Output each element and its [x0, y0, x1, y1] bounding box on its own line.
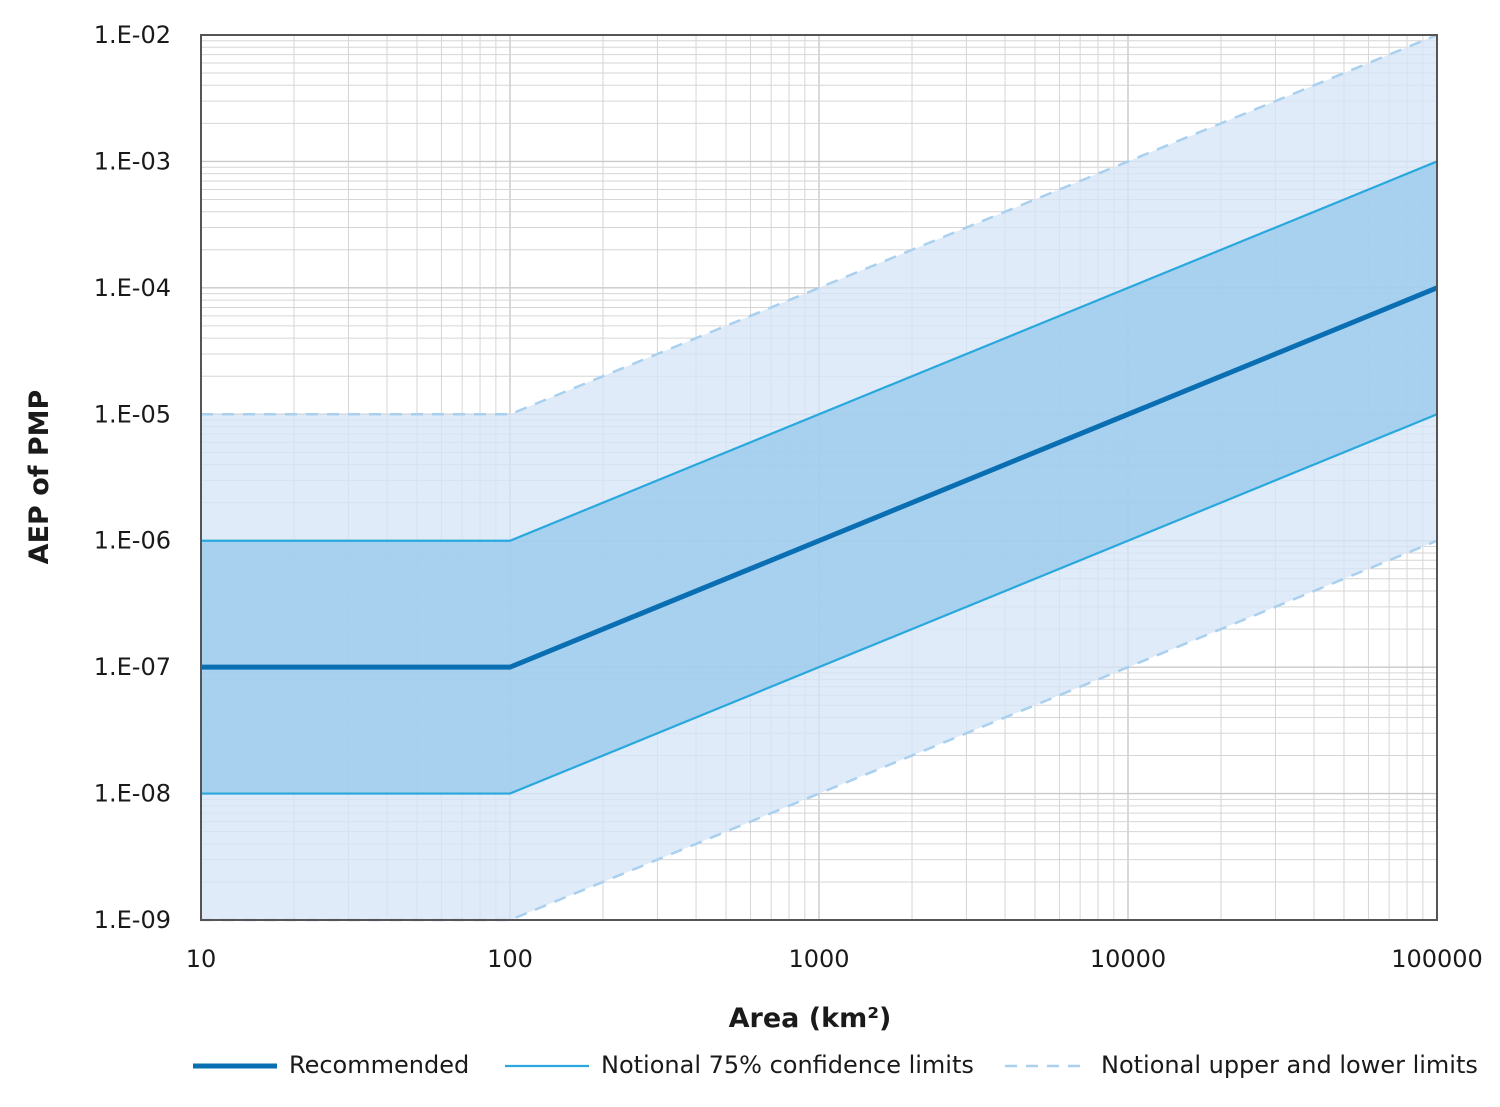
x-tick-labels: 10 100 1000 10000 100000: [186, 945, 1483, 973]
series-line-lower-75: [201, 413, 1438, 795]
confidence-band: [201, 161, 1437, 794]
y-tick-label: 1.E-08: [94, 780, 171, 808]
legend-label: Notional 75% confidence limits: [601, 1051, 974, 1079]
y-tick-label: 1.E-04: [94, 274, 171, 302]
y-tick-label: 1.E-07: [94, 653, 171, 681]
series-line-upper-75: [201, 160, 1438, 542]
y-tick-label: 1.E-06: [94, 527, 171, 555]
series-lines: [201, 33, 1438, 922]
series-line-lower-limit: [201, 539, 1438, 922]
series-line-recommended: [201, 285, 1438, 670]
y-tick-label: 1.E-02: [94, 21, 171, 49]
legend-label: Recommended: [289, 1051, 469, 1079]
y-tick-label: 1.E-03: [94, 147, 171, 175]
y-axis-title: AEP of PMP: [24, 390, 55, 565]
legend: Recommended Notional 75% confidence limit…: [193, 1051, 1478, 1079]
x-tick-label: 100000: [1391, 945, 1483, 973]
x-tick-label: 1000: [788, 945, 849, 973]
x-tick-label: 10000: [1090, 945, 1166, 973]
series-line-upper-limit: [201, 33, 1438, 416]
x-tick-label: 100: [487, 945, 533, 973]
y-tick-label: 1.E-05: [94, 400, 171, 428]
y-tick-labels: 1.E-02 1.E-03 1.E-04 1.E-05 1.E-06 1.E-07 1.E-…: [94, 21, 171, 934]
legend-label: Notional upper and lower limits: [1101, 1051, 1478, 1079]
x-tick-label: 10: [186, 945, 217, 973]
confidence-bands: [201, 35, 1437, 920]
x-axis-title: Area (km²): [729, 1003, 892, 1034]
plot-frame: [200, 34, 1438, 921]
y-tick-label: 1.E-09: [94, 906, 171, 934]
